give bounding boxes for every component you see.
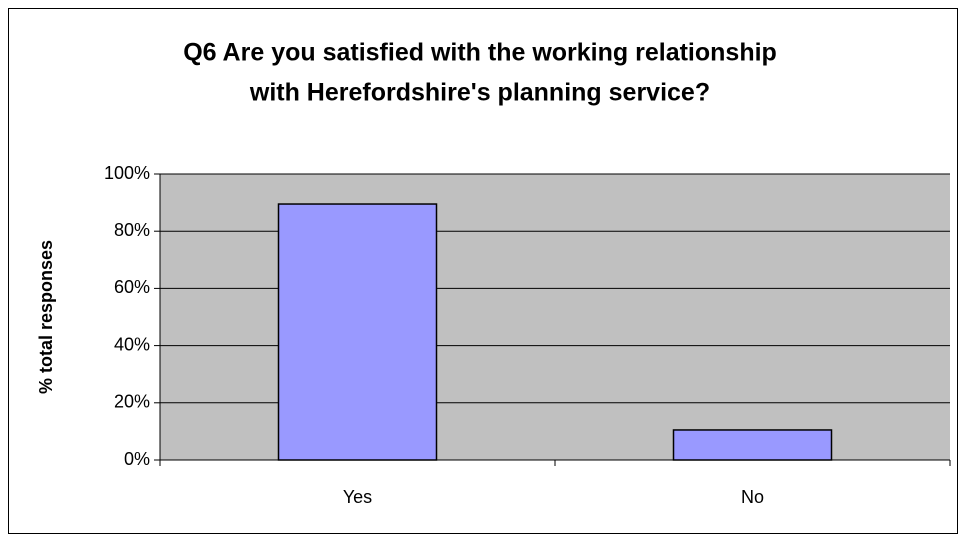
chart-title: Q6 Are you satisfied with the working re… xyxy=(183,39,777,67)
x-tick-label: No xyxy=(741,487,764,507)
chart-title: with Herefordshire's planning service? xyxy=(249,79,710,107)
y-tick-label: 60% xyxy=(114,277,150,297)
y-tick-label: 100% xyxy=(104,163,150,183)
y-tick-label: 20% xyxy=(114,392,150,412)
bar xyxy=(672,429,833,461)
y-tick-label: 40% xyxy=(114,334,150,354)
y-tick-label: 0% xyxy=(124,449,150,469)
y-axis-label: % total responses xyxy=(36,240,56,394)
y-tick-label: 80% xyxy=(114,220,150,240)
bar xyxy=(277,203,438,461)
x-tick-label: Yes xyxy=(343,487,372,507)
